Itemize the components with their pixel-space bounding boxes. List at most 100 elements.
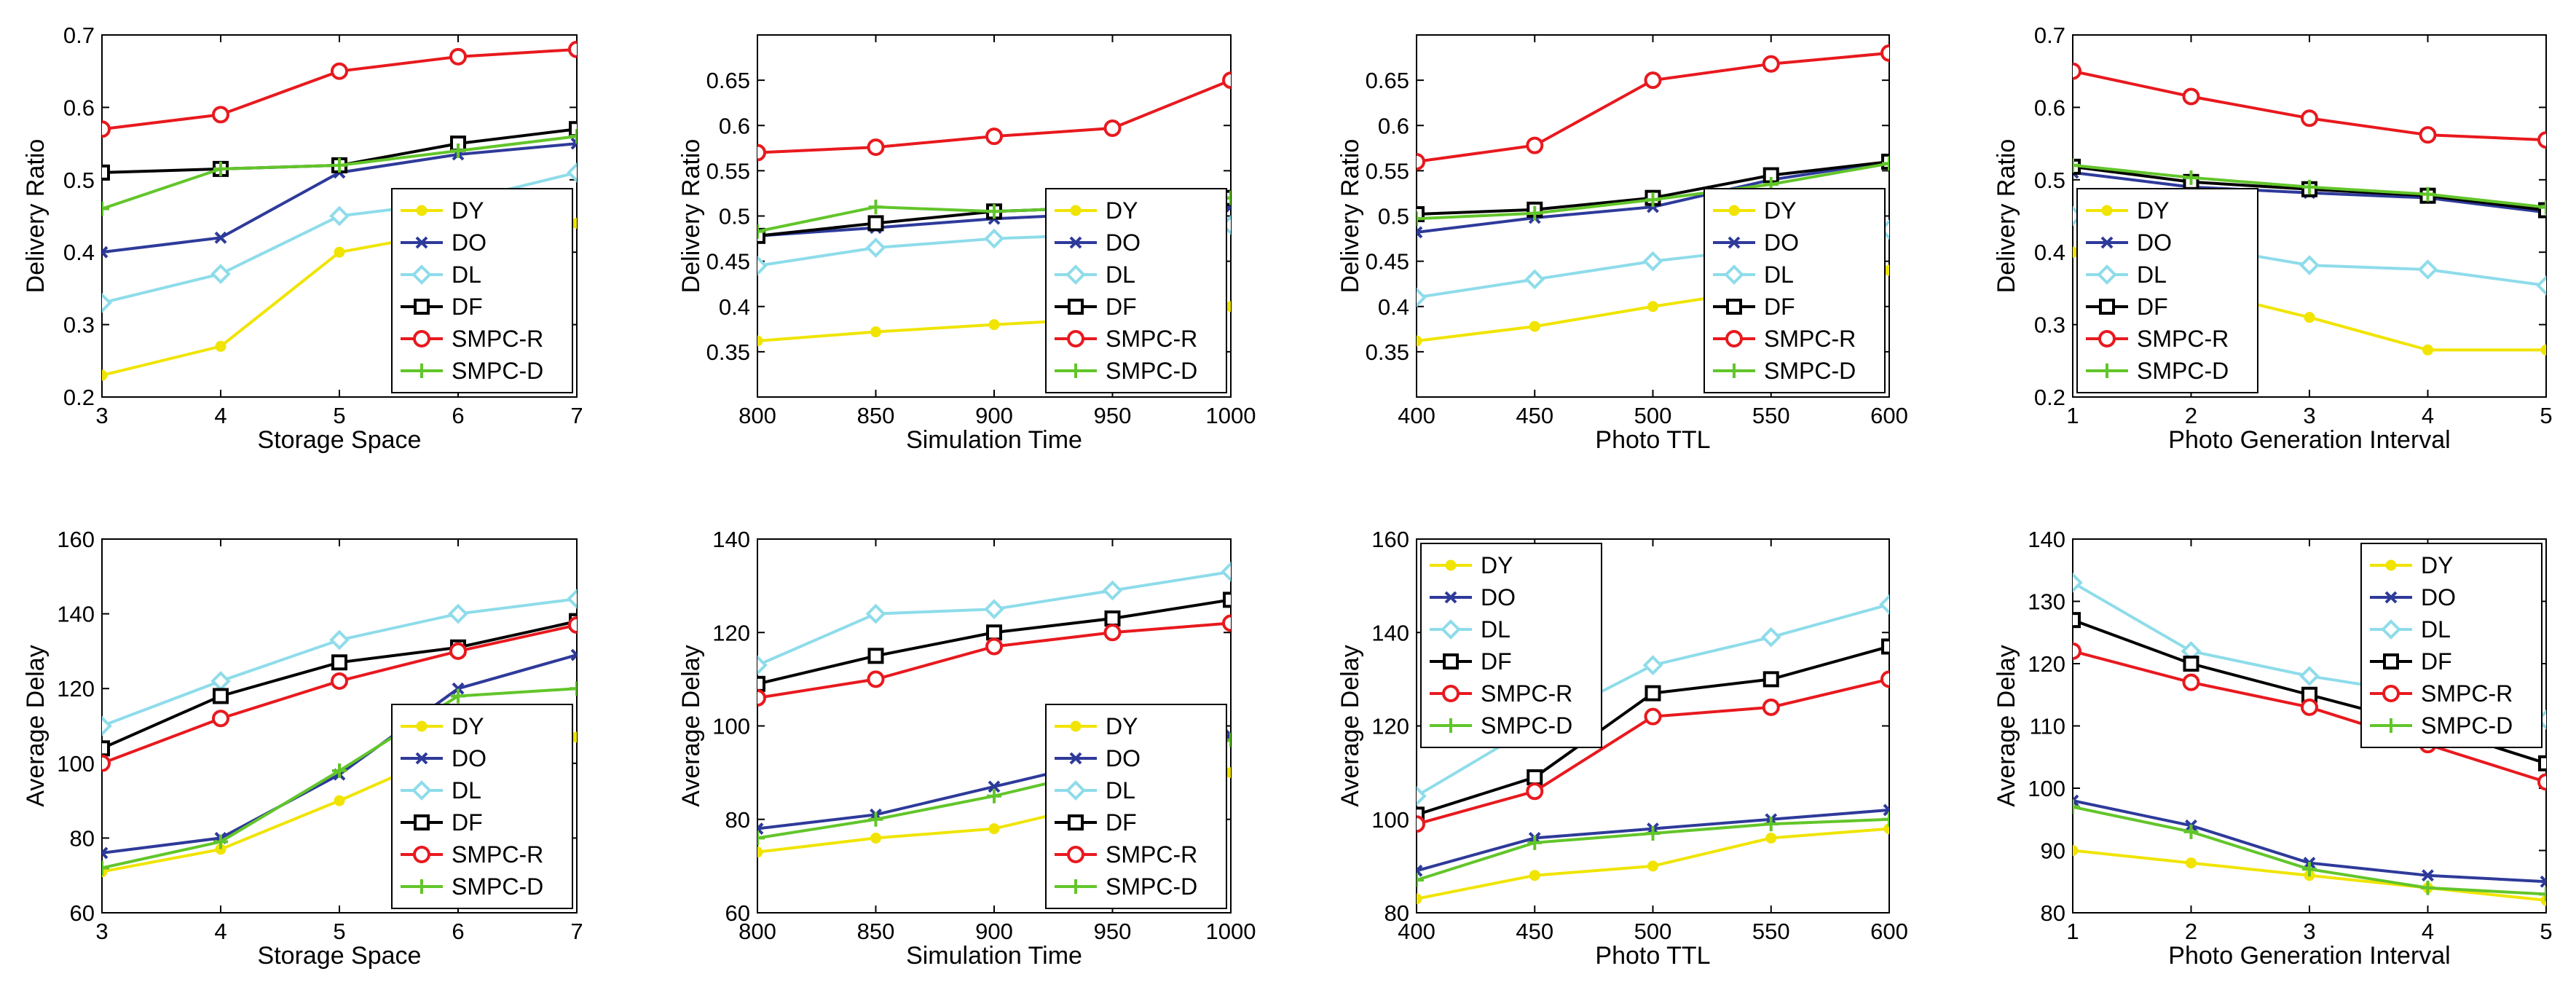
legend-label-df: DF xyxy=(452,294,483,320)
y-axis-label: Average Delay xyxy=(1993,645,2020,806)
legend-box xyxy=(1045,188,1227,393)
legend-label-do: DO xyxy=(1106,745,1141,771)
y-tick-label: 0.4 xyxy=(2034,240,2065,265)
data-point-smpc-r xyxy=(1103,624,1122,642)
data-point-dy xyxy=(1225,767,1231,779)
legend-label-dl: DL xyxy=(452,262,481,288)
data-point-smpc-d xyxy=(1645,825,1661,841)
legend-marker-dy xyxy=(1070,720,1082,732)
legend-label-do: DO xyxy=(2421,584,2456,610)
data-point-smpc-r xyxy=(212,106,229,124)
data-point-smpc-r xyxy=(1526,782,1544,801)
y-tick-label: 0.6 xyxy=(1378,113,1409,138)
legend-label-smpc-r: SMPC-R xyxy=(452,841,543,868)
legend-label-dl: DL xyxy=(1106,262,1135,288)
y-tick-label: 140 xyxy=(2028,527,2065,552)
legend-label-df: DF xyxy=(2137,294,2168,320)
legend-label-smpc-d: SMPC-D xyxy=(1481,712,1572,739)
data-point-smpc-d xyxy=(332,763,347,779)
legend-label-dy: DY xyxy=(2421,552,2453,578)
data-point-df xyxy=(757,227,765,244)
y-axis-label: Delivery Ratio xyxy=(677,139,705,294)
chart-panel-7: 400 450 500 550 600 80 100 120 140 160 Photo TTL Av… xyxy=(1336,527,1908,970)
data-point-smpc-r xyxy=(212,710,229,728)
data-point-dl xyxy=(329,629,350,651)
data-point-smpc-r xyxy=(1222,614,1231,632)
legend-marker-dl xyxy=(1066,780,1086,801)
legend-box xyxy=(1420,543,1602,748)
x-tick-label: 800 xyxy=(738,403,776,428)
y-tick-label: 0.5 xyxy=(1378,204,1409,229)
legend-marker-do xyxy=(415,236,428,249)
chart-panel-4: 1 2 3 4 5 0.2 0.3 0.4 0.5 0.6 0.7 Photo Generation … xyxy=(1993,23,2553,454)
legend-marker-dy xyxy=(2385,559,2397,571)
legend-label-df: DF xyxy=(1106,294,1137,320)
legend: DY DO DL DF SMPC-R SMPC-D xyxy=(1045,188,1227,393)
legend-marker-smpc-r xyxy=(1067,846,1084,863)
data-point-dl xyxy=(102,292,112,313)
x-tick-label: 3 xyxy=(95,403,108,428)
data-point-dl xyxy=(1417,785,1427,806)
y-tick-label: 0.35 xyxy=(706,339,750,365)
x-tick-label: 800 xyxy=(738,919,776,944)
data-point-dy xyxy=(1225,301,1231,313)
chart-panel-3: 400 450 500 550 600 0.35 0.4 0.45 0.5 0.55 0.6 0.65… xyxy=(1336,34,1908,454)
data-point-smpc-d xyxy=(451,144,465,159)
data-point-dl xyxy=(1221,562,1231,582)
x-tick-label: 900 xyxy=(975,919,1013,944)
x-tick-label: 3 xyxy=(95,919,108,944)
x-axis-label: Photo TTL xyxy=(1595,942,1710,970)
data-point-smpc-r xyxy=(867,670,885,688)
legend-box xyxy=(1703,188,1886,393)
legend: DY DO DL DF SMPC-R SMPC-D xyxy=(391,704,573,909)
legend-label-do: DO xyxy=(1106,229,1141,256)
legend: DY DO DL DF SMPC-R SMPC-D xyxy=(391,188,573,393)
x-tick-label: 5 xyxy=(333,919,345,944)
data-point-smpc-r xyxy=(1880,44,1889,62)
data-point-df xyxy=(102,740,110,757)
y-tick-label: 0.55 xyxy=(706,158,750,184)
legend-label-smpc-d: SMPC-D xyxy=(1764,358,1856,384)
data-point-smpc-d xyxy=(2420,880,2435,895)
data-point-smpc-d xyxy=(1763,817,1779,832)
y-tick-label: 0.5 xyxy=(2034,168,2065,193)
legend-label-smpc-r: SMPC-R xyxy=(1481,680,1572,707)
legend-label-dy: DY xyxy=(452,713,484,739)
legend-label-dl: DL xyxy=(2421,616,2451,643)
data-point-smpc-r xyxy=(985,127,1003,146)
data-point-dl xyxy=(1417,287,1427,308)
y-tick-label: 0.4 xyxy=(63,240,95,265)
data-point-smpc-d xyxy=(2302,862,2317,877)
data-point-smpc-r xyxy=(1526,136,1544,154)
data-point-df xyxy=(1417,206,1425,223)
data-point-smpc-r xyxy=(1880,670,1889,688)
x-axis-label: Simulation Time xyxy=(906,426,1082,454)
data-point-smpc-r xyxy=(2537,131,2546,149)
y-axis-label: Average Delay xyxy=(1336,645,1364,806)
data-point-smpc-r xyxy=(1762,55,1780,73)
data-point-do xyxy=(1883,804,1889,817)
data-point-dy xyxy=(2422,344,2433,355)
legend-label-smpc-d: SMPC-D xyxy=(1106,873,1197,900)
legend-marker-df xyxy=(2383,653,2399,669)
data-point-df xyxy=(2183,656,2199,672)
x-tick-label: 950 xyxy=(1094,919,1132,944)
y-tick-label: 0.7 xyxy=(63,23,95,48)
y-tick-label: 80 xyxy=(1384,900,1409,926)
x-tick-label: 600 xyxy=(1870,403,1908,428)
data-point-do xyxy=(2540,875,2546,888)
legend: DY DO DL DF SMPC-R SMPC-D xyxy=(1045,704,1227,909)
x-axis-label: Photo TTL xyxy=(1595,426,1710,454)
data-point-smpc-d xyxy=(2539,887,2546,902)
x-tick-label: 400 xyxy=(1398,919,1435,944)
data-point-dl xyxy=(757,256,768,276)
y-tick-label: 0.65 xyxy=(1366,68,1409,93)
legend-label-smpc-d: SMPC-D xyxy=(452,873,543,900)
legend-marker-smpc-r xyxy=(2382,685,2400,702)
data-point-dl xyxy=(210,264,231,284)
data-point-do xyxy=(2073,794,2079,807)
data-point-smpc-d xyxy=(868,812,883,827)
x-axis-label: Photo Generation Interval xyxy=(2168,942,2450,970)
legend-marker-df xyxy=(414,814,430,830)
legend-label-smpc-r: SMPC-R xyxy=(1106,841,1197,868)
